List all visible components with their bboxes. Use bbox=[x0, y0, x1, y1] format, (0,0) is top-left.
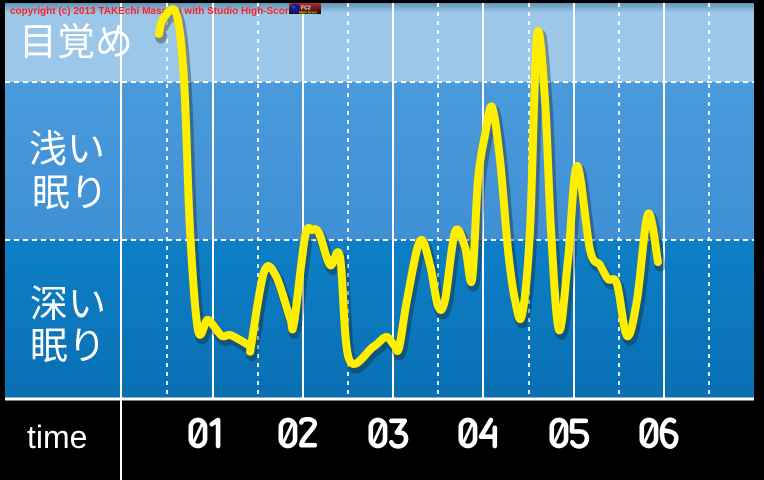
svg-text:目覚め: 目覚め bbox=[19, 22, 133, 64]
svg-text:time: time bbox=[27, 419, 87, 455]
svg-text:眠り: 眠り bbox=[30, 326, 106, 368]
svg-text:深い: 深い bbox=[30, 284, 106, 326]
svg-text:copyright (c) 2013 TAKEchi Ma: copyright (c) 2013 TAKEchi Masashi with … bbox=[10, 6, 295, 17]
svg-text:眠り: 眠り bbox=[32, 173, 108, 215]
svg-text:浅い: 浅い bbox=[29, 129, 105, 171]
svg-text:High-Score: High-Score bbox=[299, 10, 317, 14]
